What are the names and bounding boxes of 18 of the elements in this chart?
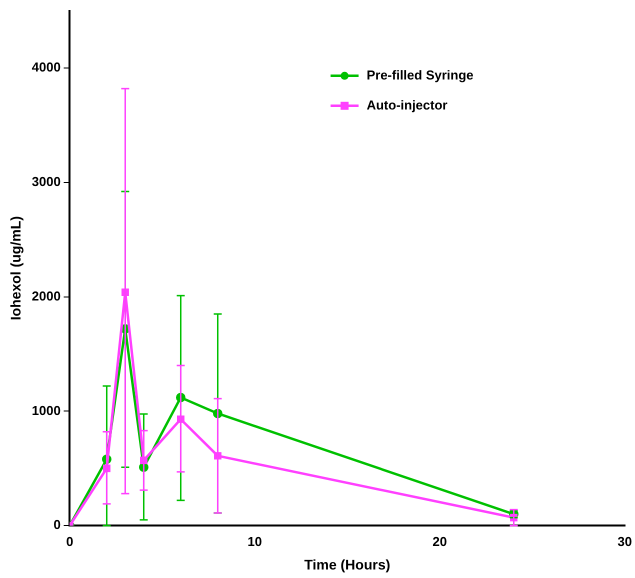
- y-tick-label: 4000: [32, 60, 61, 75]
- point: [103, 464, 110, 472]
- point: [177, 415, 184, 423]
- y-tick-label: 3000: [32, 174, 61, 189]
- point: [214, 452, 222, 460]
- x-tick-label: 30: [618, 534, 632, 549]
- point: [122, 288, 129, 296]
- x-tick-label: 10: [248, 534, 262, 549]
- x-tick-label: 20: [432, 534, 447, 549]
- y-tick-label: 0: [53, 517, 61, 532]
- y-tick-label: 1000: [32, 402, 61, 418]
- point: [140, 456, 148, 464]
- y-axis-title: Iohexol (ug/mL): [7, 216, 24, 320]
- x-tick-label: 0: [66, 534, 74, 549]
- legend-label: Auto-injector: [366, 97, 448, 112]
- y-tick-label: 2000: [32, 288, 61, 304]
- x-axis-title: Time (Hours): [304, 556, 390, 572]
- legend-label: Pre-filled Syringe: [366, 67, 474, 82]
